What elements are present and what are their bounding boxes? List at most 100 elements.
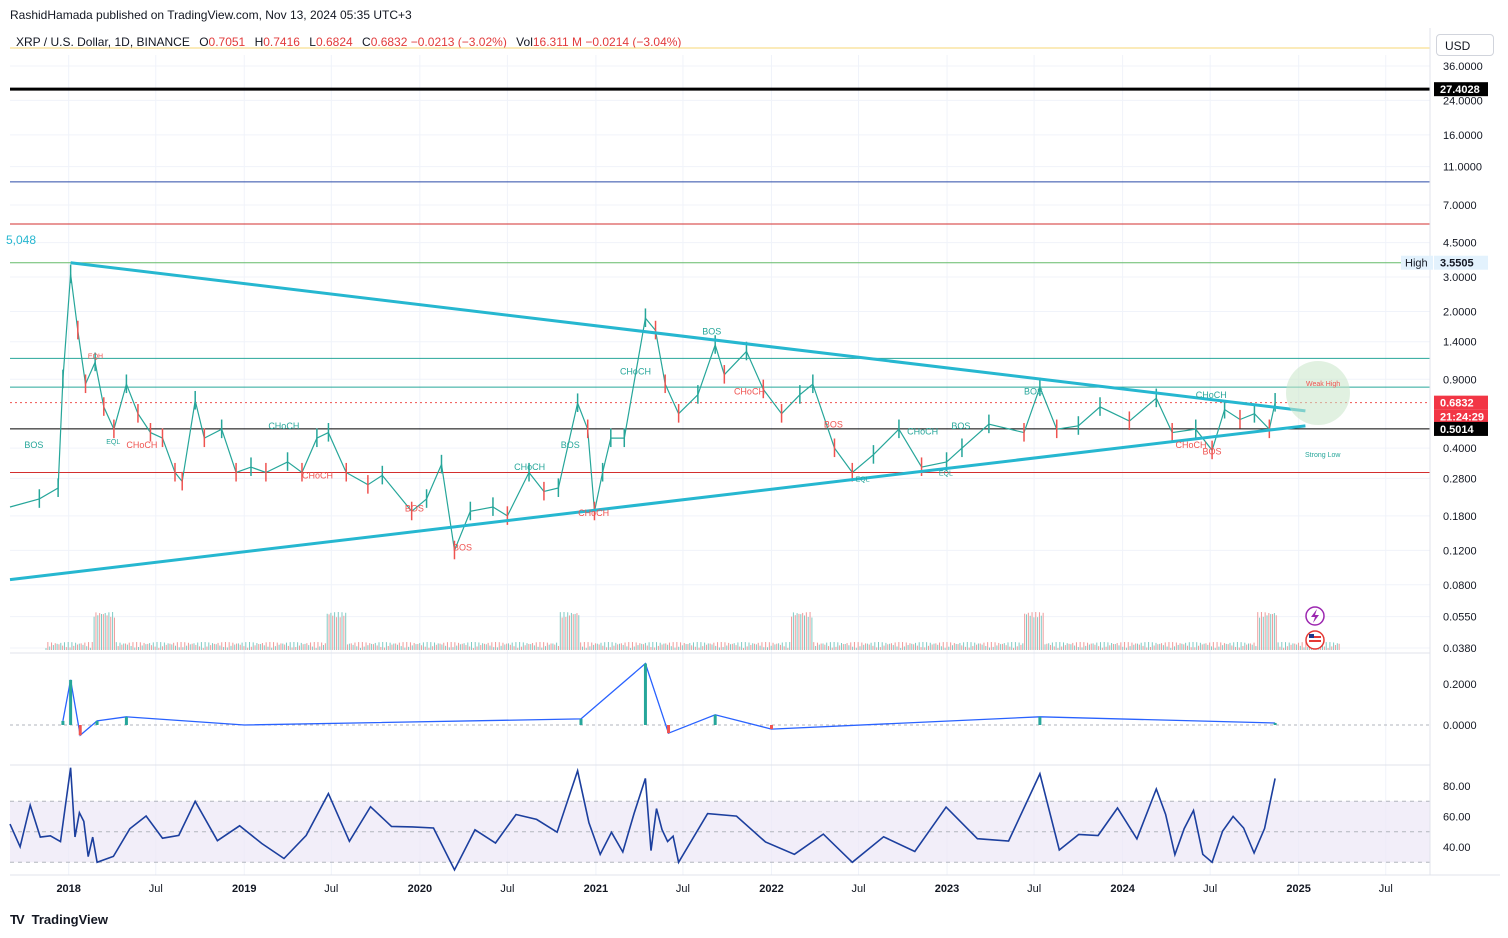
tradingview-brand[interactable]: TV TradingView (10, 912, 108, 927)
price-tag (1434, 395, 1488, 410)
x-tick-label: 2018 (56, 883, 80, 895)
x-tick-label: Jul (149, 883, 163, 895)
y-tick-label: 0.0380 (1443, 643, 1477, 655)
y-tick-label: 0.4000 (1443, 443, 1477, 455)
volume-label: Vol (516, 35, 533, 49)
volume-change: −0.0214 (−3.04%) (585, 35, 682, 49)
brand-label: TradingView (31, 912, 108, 927)
price-tag-value: 0.6832 (1440, 398, 1474, 410)
rsi-tick-label: 40.00 (1443, 842, 1471, 854)
y-tick-label: 7.0000 (1443, 200, 1477, 212)
y-tick-label: 16.0000 (1443, 130, 1483, 142)
rsi-line (9, 767, 1276, 872)
us-flag-icon[interactable] (1305, 630, 1325, 650)
x-tick-label: Jul (324, 883, 338, 895)
price-tag (1434, 421, 1488, 436)
y-tick-label: 0.0800 (1443, 580, 1477, 592)
x-tick-label: 2019 (232, 883, 256, 895)
structure-label: CHoCH (578, 508, 609, 518)
weak-high-label: Weak High (1306, 381, 1340, 388)
volume-value: 16.311 M (532, 35, 583, 49)
x-tick-label: Jul (500, 883, 514, 895)
price-tag-value: 27.4028 (1440, 84, 1480, 96)
y-tick-label: 11.0000 (1443, 162, 1482, 174)
structure-label: BOS (561, 440, 580, 450)
structure-label: EQH (88, 353, 103, 360)
x-tick-label: 2020 (408, 883, 432, 895)
price-tag-value: 0.5014 (1440, 424, 1475, 436)
structure-label: CHoCH (1176, 440, 1207, 450)
flash-icon[interactable] (1305, 606, 1325, 626)
structure-label: BOS (24, 440, 43, 450)
rsi-band (10, 801, 1430, 863)
y-tick-label: 0.0550 (1443, 612, 1477, 624)
x-tick-label: 2022 (759, 883, 783, 895)
structure-label: CHoCH (1196, 390, 1227, 400)
y-tick-label: 24.0000 (1443, 95, 1483, 107)
structure-label: BOS (824, 419, 843, 429)
rsi-tick-label: 80.00 (1443, 781, 1471, 793)
x-tick-label: 2021 (584, 883, 608, 895)
y-tick-label: 2.0000 (1443, 306, 1477, 318)
structure-label: EQL (939, 470, 953, 477)
y-tick-label: 1.4000 (1443, 337, 1477, 349)
structure-label: CHoCH (268, 421, 299, 431)
open-label: O (199, 35, 209, 49)
structure-label: BOS (702, 327, 721, 337)
price-tag-label: High (1405, 258, 1428, 270)
structure-label: EQL (106, 439, 120, 446)
structure-label: CHoCH (907, 426, 938, 436)
structure-label: CHoCH (514, 462, 545, 472)
price-tag (1434, 255, 1488, 270)
price-tag (1434, 82, 1488, 97)
structure-label: BOS (1202, 447, 1221, 457)
y-tick-label: 36.0000 (1443, 61, 1483, 73)
x-tick-label: 2025 (1286, 883, 1310, 895)
x-tick-label: Jul (1379, 883, 1393, 895)
structure-label: BOS (453, 542, 472, 552)
y-tick-label: 0.9000 (1443, 374, 1477, 386)
trendline-lower (9, 424, 1306, 582)
highlight-circle (1286, 361, 1350, 425)
trendline-upper (70, 261, 1306, 413)
low-label: L (309, 35, 316, 49)
y-tick-label: 0.2800 (1443, 473, 1477, 485)
price-tag (1434, 409, 1488, 424)
price-tag-label-bg (1401, 255, 1433, 270)
close-label: C (362, 35, 371, 49)
structure-label: CHoCH (734, 387, 765, 397)
macd-tick-label: 0.2000 (1443, 679, 1477, 691)
left-edge-label: 5,048 (6, 233, 36, 247)
price-tag-value: 21:24:29 (1440, 412, 1484, 424)
y-tick-label: 4.5000 (1443, 238, 1477, 250)
x-tick-label: Jul (676, 883, 690, 895)
y-tick-label: 0.1200 (1443, 545, 1477, 557)
x-tick-label: Jul (1027, 883, 1041, 895)
high-label: H (254, 35, 264, 49)
macd-line (62, 662, 1276, 737)
x-tick-label: 2024 (1110, 883, 1135, 895)
price-series-line (9, 274, 1276, 553)
x-tick-label: 2023 (935, 883, 959, 895)
symbol-name[interactable]: XRP / U.S. Dollar, 1D, BINANCE (16, 35, 190, 49)
structure-label: EQL (856, 476, 870, 483)
x-tick-label: Jul (1203, 883, 1217, 895)
structure-label: BOS (405, 503, 424, 513)
high-value: 0.7416 (263, 35, 300, 49)
change-value: −0.0213 (−3.02%) (410, 35, 507, 49)
x-tick-label: Jul (852, 883, 866, 895)
structure-label: BOS (951, 421, 970, 431)
price-tag-value: 3.5505 (1440, 258, 1474, 270)
tradingview-logo-icon: TV (10, 912, 25, 927)
symbol-legend: XRP / U.S. Dollar, 1D, BINANCE O0.7051 H… (16, 35, 681, 49)
y-tick-label: 3.0000 (1443, 272, 1477, 284)
currency-button[interactable]: USD (1436, 34, 1494, 56)
close-value: 0.6832 (370, 35, 408, 49)
structure-label: CHoCH (620, 367, 651, 377)
publisher-line: RashidHamada published on TradingView.co… (10, 8, 412, 22)
macd-tick-label: 0.0000 (1443, 720, 1477, 732)
structure-label: CHoCH (126, 440, 157, 450)
structure-label: BOS (1024, 387, 1043, 397)
strong-low-label: Strong Low (1305, 452, 1341, 459)
